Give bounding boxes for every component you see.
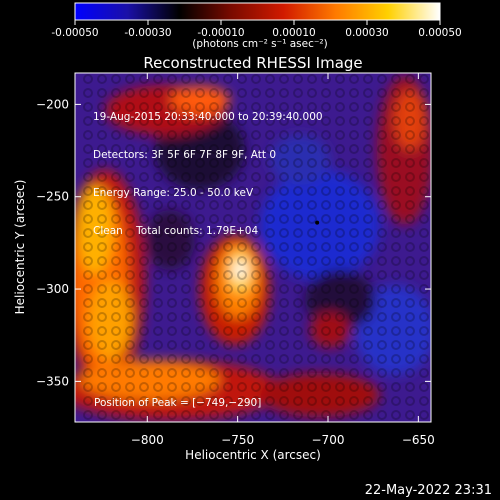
x-tick-label: −700 [312, 433, 345, 447]
colorbar-ticks: -0.00050 -0.00030 -0.00010 0.00010 0.00030 0.… [51, 20, 462, 39]
x-axis-label: Heliocentric X (arcsec) [185, 448, 321, 462]
observation-info: 19-Aug-2015 20:33:40.000 to 20:39:40.000… [93, 86, 323, 250]
y-tick-label: −200 [36, 97, 69, 111]
y-tick-label: −250 [36, 190, 69, 204]
colorbar-tick-label: 0.00050 [418, 27, 461, 39]
colorbar-tick-label: 0.00030 [345, 27, 388, 39]
x-tick-label: −800 [131, 433, 164, 447]
peak-position-label: Position of Peak = [−749,−290] [94, 397, 262, 409]
y-axis-ticks: −200 −250 −300 −350 [36, 97, 431, 388]
colorbar-tick-label: 0.00010 [272, 27, 315, 39]
y-tick-label: −300 [36, 282, 69, 296]
info-line-time: 19-Aug-2015 20:33:40.000 to 20:39:40.000 [93, 111, 323, 124]
colorbar [74, 2, 441, 21]
info-line-energy: Energy Range: 25.0 - 50.0 keV [93, 186, 254, 199]
footer-timestamp: 22-May-2022 23:31 [364, 483, 492, 498]
x-tick-label: −750 [221, 433, 254, 447]
x-axis-ticks: −800 −750 −700 −650 [131, 73, 435, 447]
colorbar-units-label: (photons cm⁻² s⁻¹ asec⁻²) [192, 38, 327, 50]
colorbar-tick-label: -0.00010 [197, 27, 244, 39]
info-line-detectors: Detectors: 3F 5F 6F 7F 8F 9F, Att 0 [93, 148, 277, 161]
colorbar-tick-label: -0.00030 [124, 27, 171, 39]
x-tick-label: −650 [402, 433, 435, 447]
info-line-counts: Clean Total counts: 1.79E+04 [93, 224, 259, 237]
colorbar-tick-label: -0.00050 [51, 27, 98, 39]
map-center-marker [315, 220, 320, 225]
chart-title: Reconstructed RHESSI Image [143, 54, 362, 72]
y-tick-label: −350 [36, 374, 69, 388]
y-axis-label: Heliocentric Y (arcsec) [13, 180, 27, 315]
heatmap-image [75, 73, 431, 422]
